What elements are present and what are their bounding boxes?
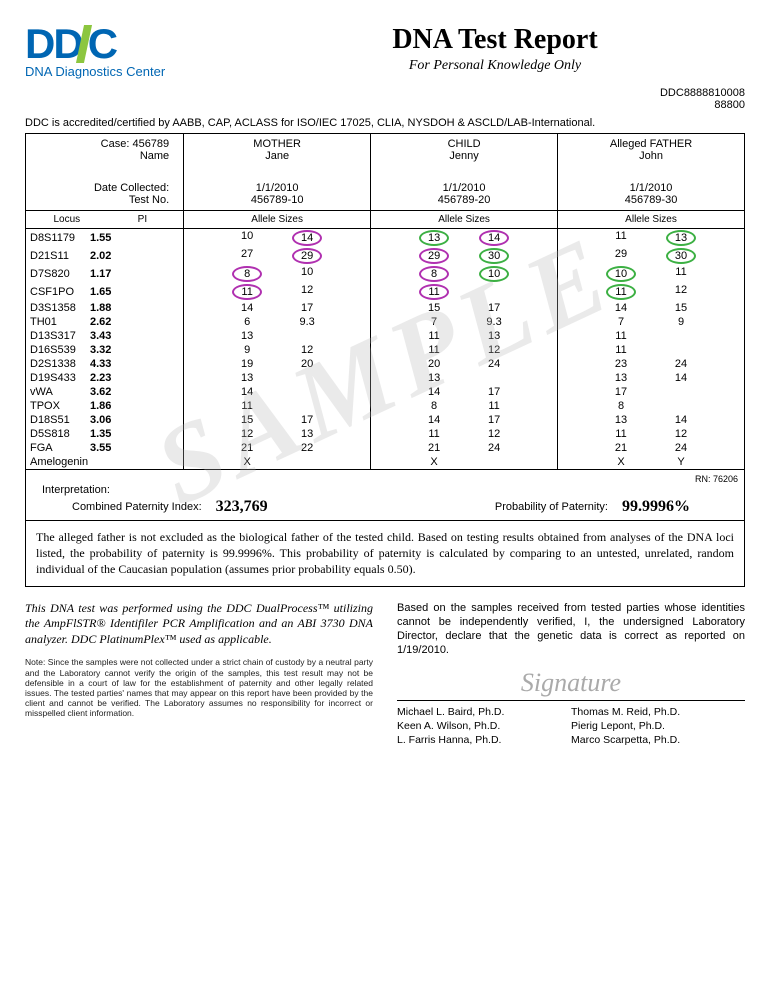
locus-row: CSF1PO1.651112111112 xyxy=(26,283,745,301)
locus-row: D2S13384.33192020242324 xyxy=(26,357,745,371)
signature: Signature xyxy=(397,668,745,698)
locus-row: FGA3.55212221242124 xyxy=(26,441,745,455)
locus-row: D16S5393.32912111211 xyxy=(26,343,745,357)
locus-row: AmelogeninXXXY xyxy=(26,455,745,470)
signatory: Keen A. Wilson, Ph.D. xyxy=(397,719,571,733)
title-block: DNA Test Report For Personal Knowledge O… xyxy=(245,20,745,74)
probability-value: 99.9996% xyxy=(622,498,690,516)
header: DDC DNA Diagnostics Center DNA Test Repo… xyxy=(25,20,745,79)
signatory: Marco Scarpetta, Ph.D. xyxy=(571,733,745,747)
results-table: Case: 456789 Name MOTHERJane CHILDJenny … xyxy=(25,133,745,521)
signatory: L. Farris Hanna, Ph.D. xyxy=(397,733,571,747)
verify-text: Based on the samples received from teste… xyxy=(397,601,745,658)
rn-number: RN: 76206 xyxy=(32,474,738,484)
locus-row: D7S8201.178108101011 xyxy=(26,265,745,283)
interpretation-label: Interpretation: xyxy=(42,484,738,496)
method-text: This DNA test was performed using the DD… xyxy=(25,601,373,648)
report-title: DNA Test Report xyxy=(245,24,745,56)
locus-row: D8S11791.55101413141113 xyxy=(26,229,745,248)
locus-row: vWA3.6214141717 xyxy=(26,385,745,399)
locus-row: TPOX1.86118118 xyxy=(26,399,745,413)
accreditation: DDC is accredited/certified by AABB, CAP… xyxy=(25,117,745,129)
logo: DDC DNA Diagnostics Center xyxy=(25,20,225,79)
signatory: Pierig Lepont, Ph.D. xyxy=(571,719,745,733)
locus-row: D3S13581.88141715171415 xyxy=(26,301,745,315)
locus-row: D13S3173.4313111311 xyxy=(26,329,745,343)
report-subtitle: For Personal Knowledge Only xyxy=(245,58,745,74)
logo-mark: DDC xyxy=(25,20,225,68)
logo-subtitle: DNA Diagnostics Center xyxy=(25,64,225,79)
ref-line1: DDC8888810008 xyxy=(25,87,745,99)
ref-line2: 88800 xyxy=(25,99,745,111)
locus-row: D5S8181.35121311121112 xyxy=(26,427,745,441)
signatory: Thomas M. Reid, Ph.D. xyxy=(571,705,745,719)
cpi-value: 323,769 xyxy=(216,498,268,516)
note-text: Note: Since the samples were not collect… xyxy=(25,657,373,718)
locus-row: D19S4332.2313131314 xyxy=(26,371,745,385)
report-page: SAMPLE DDC DNA Diagnostics Center DNA Te… xyxy=(0,0,770,767)
footer: This DNA test was performed using the DD… xyxy=(25,601,745,747)
signatory-list: Michael L. Baird, Ph.D.Thomas M. Reid, P… xyxy=(397,705,745,747)
locus-row: TH012.6269.379.379 xyxy=(26,315,745,329)
signatory: Michael L. Baird, Ph.D. xyxy=(397,705,571,719)
locus-row: D18S513.06151714171314 xyxy=(26,413,745,427)
reference-block: DDC8888810008 88800 xyxy=(25,87,745,111)
locus-row: D21S112.02272929302930 xyxy=(26,247,745,265)
narrative: The alleged father is not excluded as th… xyxy=(25,521,745,587)
